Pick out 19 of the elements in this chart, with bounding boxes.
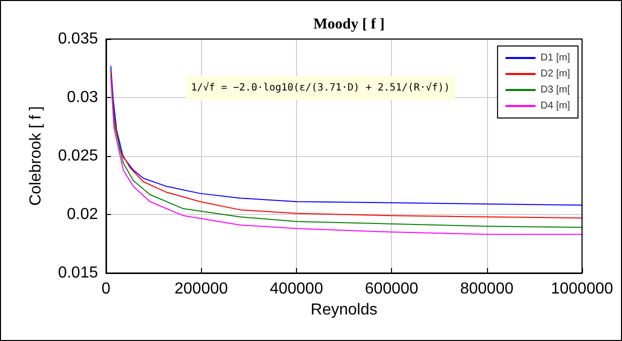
legend-label: D2 [m] bbox=[540, 68, 570, 80]
annotation: 1/√f = −2.0·log10(ε/(3.71·D) + 2.51/(R·√f)) bbox=[191, 82, 450, 94]
x-tick-label: 200000 bbox=[174, 280, 228, 298]
legend-label: D1 [m] bbox=[540, 52, 570, 64]
y-tick-label: 0.02 bbox=[66, 206, 98, 223]
x-axis-title: Reynolds bbox=[310, 301, 378, 318]
y-tick-label: 0.035 bbox=[58, 30, 98, 48]
x-tick-label: 600000 bbox=[364, 280, 418, 298]
chart-title: Moody [ f ] bbox=[313, 16, 385, 32]
x-tick-label: 1000000 bbox=[550, 280, 614, 298]
legend-label: D3 [m[ bbox=[540, 84, 570, 96]
legend-label: D4 [m] bbox=[540, 100, 570, 112]
y-tick-label: 0.03 bbox=[66, 89, 98, 106]
x-tick-label: 800000 bbox=[460, 280, 514, 298]
y-tick-label: 0.015 bbox=[58, 264, 98, 282]
y-tick-label: 0.025 bbox=[58, 148, 98, 164]
x-tick-label: 0 bbox=[102, 280, 111, 298]
x-tick-label: 400000 bbox=[270, 280, 324, 298]
y-axis-title: Colebrook [ f ] bbox=[28, 106, 44, 206]
